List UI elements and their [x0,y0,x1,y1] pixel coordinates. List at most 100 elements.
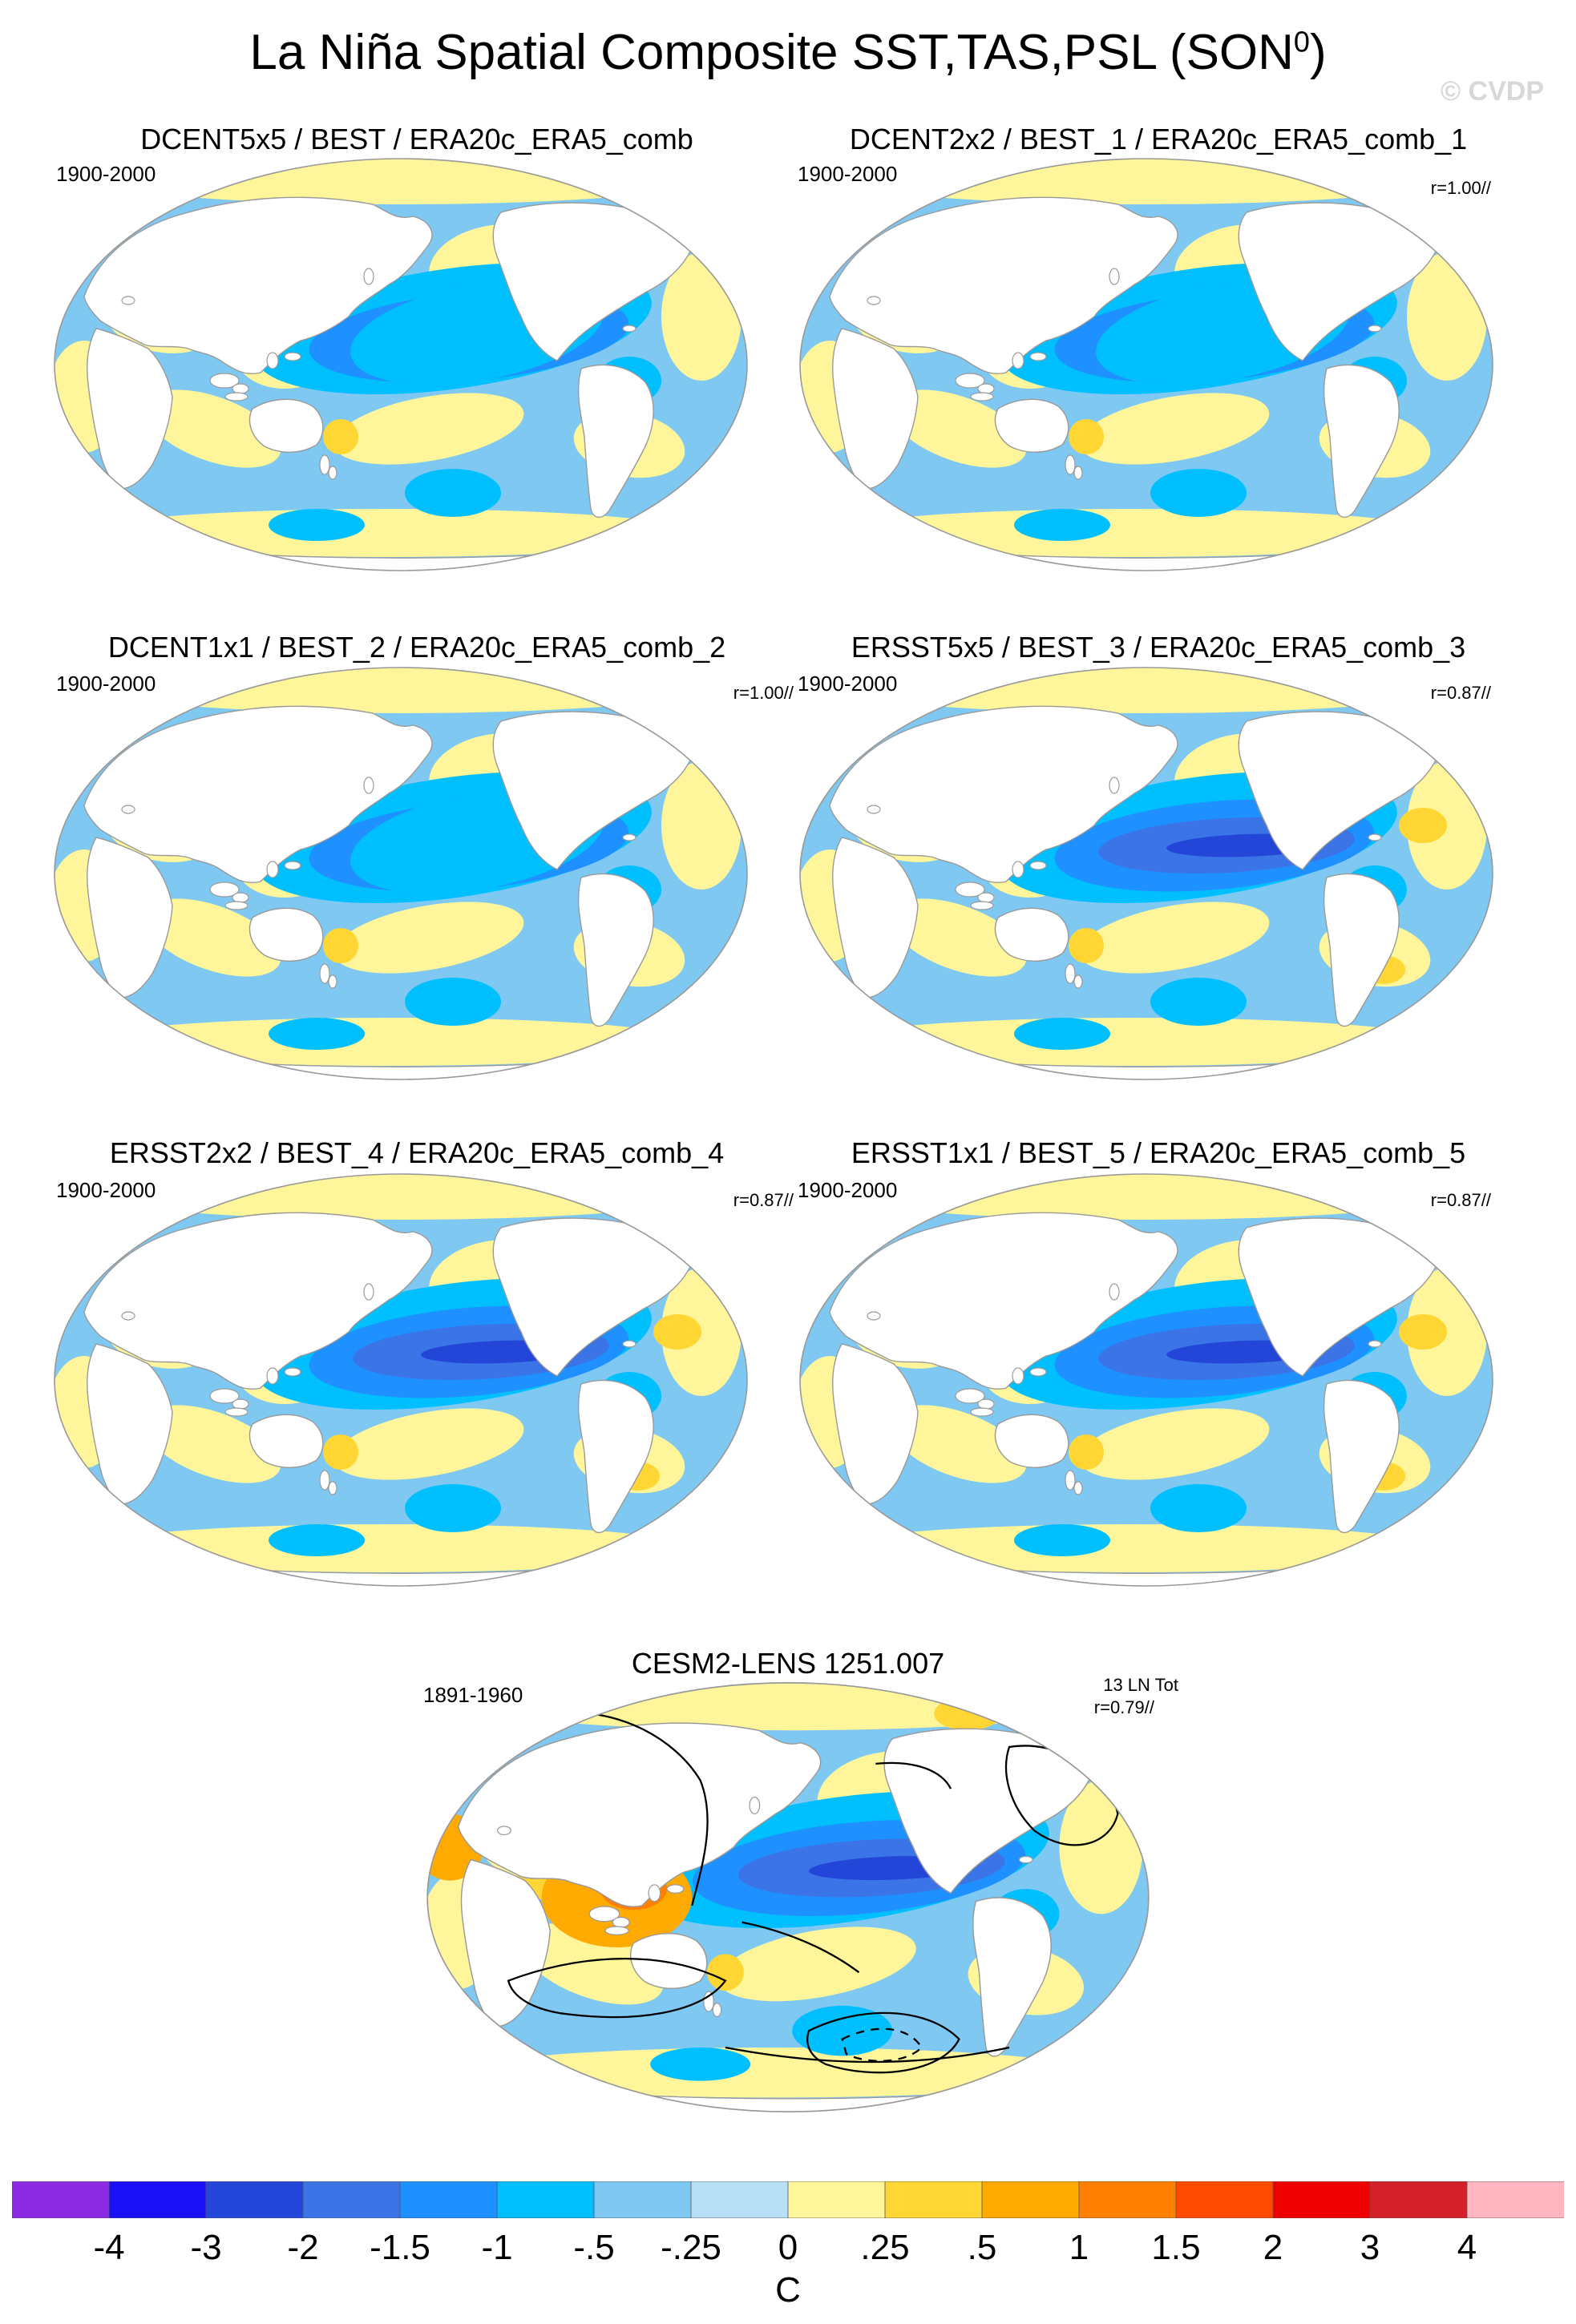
panel-3-correlation: r=1.00// [733,683,794,703]
anomaly-region [333,1408,524,1480]
colorbar-swatch [1175,2181,1274,2218]
colorbar-tick-label: .25 [860,2228,910,2267]
land-mass [832,328,919,490]
panel-4-correlation: r=0.87// [1430,683,1491,703]
colorbar-swatch [1272,2181,1371,2218]
colorbar-tick-label: -3 [190,2228,222,2267]
island [1368,833,1382,841]
anomaly-region [84,1524,693,1572]
land-mass [1323,873,1400,1027]
colorbar-swatch [496,2181,595,2218]
land-mass [628,188,694,218]
land-mass [1323,1379,1400,1534]
island [284,352,301,361]
colorbar-swatch [690,2181,789,2218]
land-mass [87,1343,173,1505]
panel-2-title: DCENT2x2 / BEST_1 / ERA20c_ERA5_comb_1 [849,123,1468,155]
map-outline [54,158,748,571]
anomaly-region [889,898,1027,977]
island [977,892,995,903]
anomaly-region [1014,1524,1110,1556]
map-outline [799,1173,1493,1587]
island [622,1340,636,1348]
island [622,325,636,333]
panel-6-period: 1900-2000 [798,1178,898,1202]
island [1029,1367,1047,1377]
colorbar-tick-label: -1 [481,2228,513,2267]
land-mass [1024,1713,1093,1745]
island [209,1388,240,1404]
island [1029,352,1047,361]
figure-title: La Niña Spatial Composite SST,TAS,PSL (S… [249,25,1327,80]
land-mass [1323,364,1400,518]
colorbar [12,2181,1564,2218]
land-mass [87,837,173,999]
panel-7-period: 1891-1960 [423,1683,523,1707]
island [328,974,337,989]
anomaly-region [333,902,524,974]
island [1368,325,1382,333]
land-mass [577,364,654,518]
panel-1-title: DCENT5x5 / BEST / ERA20c_ERA5_comb [140,123,693,155]
anomaly-region [1069,1434,1104,1470]
island [209,882,240,898]
colorbar-swatch [1369,2181,1468,2218]
anomaly-region [810,1174,1483,1220]
island [319,963,330,984]
island [622,833,636,841]
colorbar-unit: C [775,2270,801,2310]
land-mass [457,1722,822,1907]
colorbar-swatch [399,2181,498,2218]
island [604,1926,629,1935]
anomaly-region [64,159,737,204]
island [749,1796,761,1814]
anomaly-region [830,1524,1439,1572]
psl-contour [725,2046,1010,2064]
land-mass [249,907,324,962]
island [1109,1283,1120,1301]
island [284,1367,301,1377]
anomaly-region [1069,419,1104,454]
anomaly-region [84,509,693,557]
land-mass [87,328,173,490]
land-mass [994,398,1069,453]
island [1109,268,1120,285]
anomaly-region [64,1174,737,1220]
anomaly-region [333,393,524,465]
land-mass [1373,697,1440,727]
island [232,383,249,394]
panel-2-correlation: r=1.00// [1430,178,1491,198]
map-outline [54,667,748,1080]
anomaly-region [1399,808,1447,843]
island [363,268,374,285]
anomaly-region [143,898,281,977]
panel-4-period: 1900-2000 [798,672,898,696]
colorbar-swatch [302,2181,401,2218]
colorbar-tick-label: -4 [93,2228,125,2267]
colorbar-tick-label: -2 [287,2228,319,2267]
island [363,777,374,794]
island [319,1470,330,1491]
island [648,1884,661,1902]
land-mass [577,1379,654,1534]
psl-contour [841,2027,923,2062]
island [970,392,994,401]
anomaly-region [830,1018,1439,1066]
colorbar-swatch [593,2181,692,2218]
psl-contour [550,1711,709,1906]
map-panel-2 [799,158,1493,571]
map-panel-3 [54,667,748,1080]
anomaly-region [653,1314,701,1350]
anomaly-region [706,1954,744,1991]
island [266,861,279,878]
island [319,454,330,475]
island [588,1906,620,1923]
land-mass [83,705,433,883]
panel-3-title: DCENT1x1 / BEST_2 / ERA20c_ERA5_comb_2 [107,631,726,664]
island [121,805,135,814]
island [328,1481,337,1495]
colorbar-swatch [787,2181,886,2218]
island [209,373,240,389]
anomaly-region [269,509,365,541]
anomaly-region [143,389,281,468]
